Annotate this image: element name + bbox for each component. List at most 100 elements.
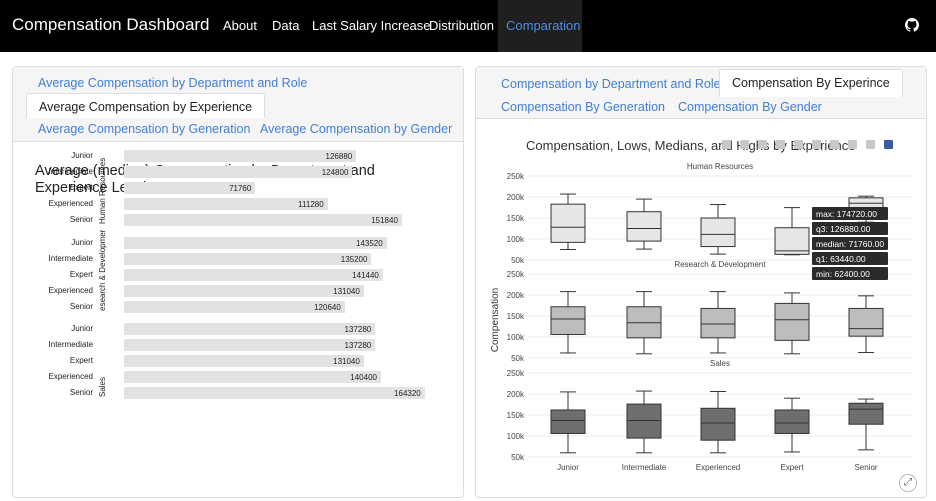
tab-comp-generation[interactable]: Compensation By Generation bbox=[501, 100, 665, 114]
zoom-icon[interactable] bbox=[740, 140, 749, 149]
hover-label: q1: 63440.00 bbox=[816, 254, 866, 264]
bar-category-label: Junior bbox=[71, 238, 93, 247]
x-tick-label: Junior bbox=[557, 463, 579, 472]
navbar: Compensation Dashboard About Data Last S… bbox=[0, 0, 936, 52]
pan-icon[interactable] bbox=[758, 140, 767, 149]
y-tick-label: 100k bbox=[507, 432, 525, 441]
tab-avg-comp-experience[interactable]: Average Compensation by Experience bbox=[26, 93, 266, 118]
bar[interactable] bbox=[124, 285, 364, 297]
hover-label-box bbox=[812, 207, 888, 220]
y-tick-label: 50k bbox=[511, 256, 525, 265]
y-tick-label: 150k bbox=[507, 214, 525, 223]
nav-comparation-label: Comparation bbox=[506, 18, 581, 33]
bar-value-label: 140400 bbox=[350, 373, 377, 382]
bar[interactable] bbox=[124, 339, 376, 351]
bar-category-label: Experienced bbox=[48, 199, 93, 208]
box[interactable] bbox=[848, 307, 884, 337]
bar[interactable] bbox=[124, 198, 328, 210]
box[interactable] bbox=[626, 403, 662, 439]
bar-category-label: Intermediate bbox=[48, 167, 93, 176]
bar-value-label: 135200 bbox=[340, 255, 368, 264]
bar-category-label: Junior bbox=[71, 324, 93, 333]
nav-comparation[interactable]: Comparation bbox=[498, 0, 582, 52]
bar[interactable] bbox=[124, 371, 381, 383]
zoom-out-icon[interactable] bbox=[830, 140, 839, 149]
tab-avg-comp-department-role[interactable]: Average Compensation by Department and R… bbox=[38, 76, 308, 90]
bar[interactable] bbox=[124, 214, 402, 226]
tab-avg-comp-generation[interactable]: Average Compensation by Generation bbox=[38, 122, 251, 136]
brand-title[interactable]: Compensation Dashboard bbox=[12, 15, 210, 34]
y-tick-label: 250k bbox=[507, 369, 525, 378]
reset-icon[interactable] bbox=[866, 140, 875, 149]
bar[interactable] bbox=[124, 323, 376, 335]
left-panel: Average Compensation by Department and R… bbox=[12, 66, 464, 498]
box[interactable] bbox=[700, 407, 736, 441]
hover-label-box bbox=[812, 237, 888, 250]
bar[interactable] bbox=[124, 301, 345, 313]
box[interactable] bbox=[774, 302, 810, 341]
box[interactable] bbox=[550, 409, 586, 434]
bar[interactable] bbox=[124, 237, 387, 249]
tab-avg-comp-gender[interactable]: Average Compensation by Gender bbox=[260, 122, 453, 136]
bar-value-label: 124800 bbox=[321, 168, 349, 177]
expand-icon[interactable]: ⤢ bbox=[899, 474, 917, 492]
tab-comp-department-role[interactable]: Compensation by Department and Role bbox=[501, 77, 721, 91]
nav-data[interactable]: Data bbox=[272, 18, 300, 33]
zoom-in-icon[interactable] bbox=[812, 140, 821, 149]
box[interactable] bbox=[700, 217, 736, 248]
bar-category-label: Intermediate bbox=[48, 340, 93, 349]
camera-icon[interactable] bbox=[722, 140, 731, 149]
box[interactable] bbox=[700, 307, 736, 339]
box[interactable] bbox=[774, 409, 810, 434]
box[interactable] bbox=[550, 306, 586, 335]
panel-title: Sales bbox=[710, 359, 730, 368]
box[interactable] bbox=[774, 227, 810, 255]
bar[interactable] bbox=[124, 150, 357, 162]
box[interactable] bbox=[626, 211, 662, 242]
x-tick-label: Expert bbox=[780, 463, 804, 472]
box[interactable] bbox=[550, 203, 586, 243]
y-tick-label: 50k bbox=[511, 354, 525, 363]
panel-title: Human Resources bbox=[687, 162, 753, 171]
bar-category-label: Experienced bbox=[48, 372, 93, 381]
nav-last-salary-increase[interactable]: Last Salary Increase bbox=[312, 18, 431, 33]
tab-comp-gender[interactable]: Compensation By Gender bbox=[678, 100, 822, 114]
tab-comp-experience[interactable]: Compensation By Experince bbox=[719, 69, 903, 97]
bar-value-label: 126880 bbox=[325, 152, 353, 161]
nav-distribution[interactable]: Distribution bbox=[429, 18, 495, 33]
left-tabs-bar: Average Compensation by Department and R… bbox=[13, 67, 463, 142]
plotly-logo-icon[interactable] bbox=[884, 140, 893, 149]
box-chart-title: Compensation, Lows, Medians, and Highs b… bbox=[526, 138, 856, 153]
github-icon[interactable] bbox=[905, 18, 919, 32]
x-tick-label: Experienced bbox=[696, 463, 740, 472]
y-tick-label: 250k bbox=[507, 172, 525, 181]
bar[interactable] bbox=[124, 387, 425, 399]
box[interactable] bbox=[848, 402, 884, 425]
bar[interactable] bbox=[124, 269, 383, 281]
y-tick-label: 150k bbox=[507, 312, 525, 321]
bar-category-label: Intermediate bbox=[48, 254, 93, 263]
bar-value-label: 111280 bbox=[298, 200, 324, 209]
hover-label-box bbox=[812, 252, 888, 265]
y-axis-label: Compensation bbox=[490, 288, 501, 352]
autoscale-icon[interactable] bbox=[848, 140, 857, 149]
lasso-icon[interactable] bbox=[794, 140, 803, 149]
bar[interactable] bbox=[124, 355, 364, 367]
right-panel: Compensation by Department and Role Comp… bbox=[475, 66, 927, 498]
group-label: Human Resources bbox=[98, 157, 107, 224]
hover-label-box bbox=[812, 267, 888, 280]
nav-about[interactable]: About bbox=[223, 18, 257, 33]
bar-value-label: 71760 bbox=[229, 184, 252, 193]
bar[interactable] bbox=[124, 166, 353, 178]
bar[interactable] bbox=[124, 253, 372, 265]
box-select-icon[interactable] bbox=[776, 140, 785, 149]
bar[interactable] bbox=[124, 182, 256, 194]
bar-value-label: 137280 bbox=[344, 325, 372, 334]
bar-value-label: 151840 bbox=[371, 216, 398, 225]
bar-value-label: 131040 bbox=[333, 287, 360, 296]
y-tick-label: 100k bbox=[507, 333, 525, 342]
panel-title: Research & Development bbox=[674, 260, 766, 269]
x-tick-label: Intermediate bbox=[622, 463, 667, 472]
group-label: esearch & Developmer bbox=[98, 229, 107, 311]
hover-label: min: 62400.00 bbox=[816, 269, 870, 279]
